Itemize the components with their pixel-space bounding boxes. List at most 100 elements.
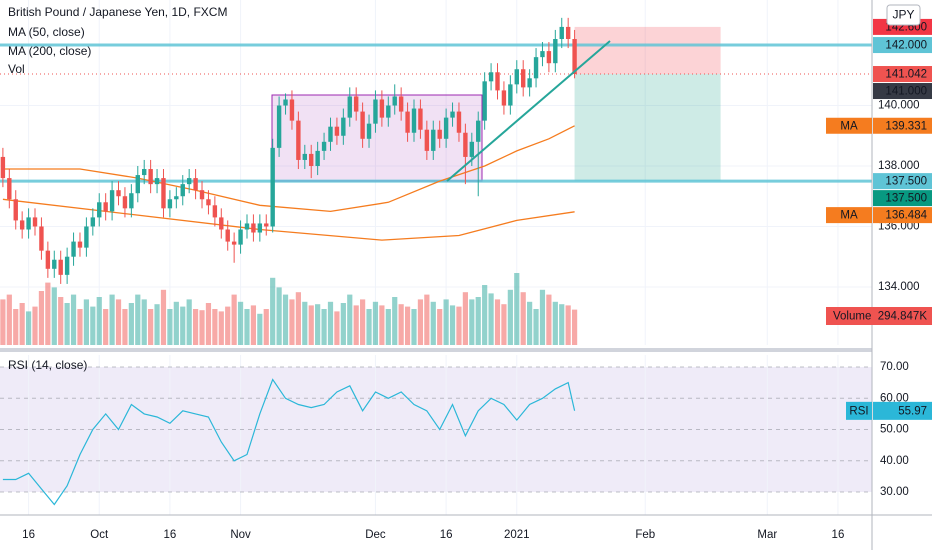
currency-button[interactable] [886,4,921,26]
candle-body [328,126,333,142]
candle-body [45,250,51,269]
target-zone [574,74,721,182]
candle-body [231,241,237,245]
candle-body [443,117,449,139]
volume-bar [571,309,578,345]
volume-bar [205,303,212,345]
candle-body [296,120,301,160]
legend-volume: Vol [8,62,25,76]
volume-bar [488,293,494,345]
volume-bar [250,305,257,345]
candle-body [219,217,224,230]
volume-bar [192,309,199,345]
volume-bar [315,304,321,345]
volume-bar [424,294,430,345]
label-prefix: MA [840,210,858,222]
price-label-box [873,117,932,134]
price-label: 139.331 [885,120,927,132]
volume-bar [482,285,488,345]
price-label-box [873,207,932,224]
rsi-line [2,378,576,506]
volume-bar [115,299,122,345]
volume-bar [128,303,134,345]
price-label: 137.500 [885,176,927,188]
candle-body [193,178,198,191]
volume-bar [443,299,449,345]
volume-bar [334,311,340,345]
price-label: 142.000 [885,40,927,52]
candle-body [424,129,430,151]
candle-body [238,229,243,245]
volume-bar [109,294,115,345]
y-tick-label: 136.000 [878,221,920,233]
candle-body [341,117,346,136]
candle-body [270,147,275,227]
price-label-box [873,66,932,83]
rsi-label-value: 55.97 [898,405,927,417]
candle-body [225,229,230,242]
x-tick-label: 2021 [504,529,530,541]
candle-body [398,96,404,112]
candle-body [19,220,25,230]
candles-layer [0,17,577,284]
volume-bar [456,306,462,345]
rsi-label-prefix-box [846,401,872,420]
volume-label-name: Volume [833,311,871,323]
rsi-tick-label: 30.00 [880,486,909,498]
x-tick-label: 16 [832,529,845,541]
volume-bar [398,304,404,345]
volume-bar [289,299,295,345]
candle-body [39,226,44,251]
volume-bar [237,301,244,345]
volume-bar [0,299,6,345]
price-label-box [873,37,932,54]
candle-body [77,241,83,248]
volume-bar [135,294,141,345]
volume-bar [379,305,385,345]
candle-body [186,178,192,185]
candle-body [386,105,391,118]
volume-bar [559,304,565,345]
volume-bar [552,301,558,345]
candle-body [13,199,18,221]
volume-bar [404,306,411,345]
volume-bar [212,309,218,345]
legend-ma200: MA (200, close) [8,44,91,58]
candle-body [533,57,539,79]
candle-body [431,129,436,151]
volume-bar [38,291,45,345]
volume-label-value: 294.847K [878,311,928,323]
x-tick-label: Mar [757,529,777,541]
label-prefix: MA [840,120,858,132]
volume-bar [64,303,70,345]
candle-body [463,132,468,157]
candle-body [514,69,519,85]
rsi-label-box [873,401,932,420]
candle-body [264,223,269,227]
currency-label[interactable]: JPY [892,8,914,22]
trendline [446,40,611,182]
x-tick-label: 16 [440,529,453,541]
candle-body [546,51,552,64]
volume-bar [58,297,64,345]
volume-bar [103,309,109,345]
candle-body [7,178,12,200]
overlay [446,40,611,182]
candle-body [289,99,295,121]
volume-bar [565,305,571,345]
x-tick-label: Oct [90,529,109,541]
volume-bar [263,309,269,345]
candle-body [32,217,38,227]
volume-bar [244,309,250,345]
candle-body [476,120,481,142]
candle-body [206,199,211,206]
volume-bar [392,297,398,345]
candle-body [411,108,417,133]
volume-bar [13,309,19,345]
candle-body [379,99,385,118]
price-label-box [873,173,932,190]
y-tick-label: 134.000 [878,281,920,293]
legend-ma50: MA (50, close) [8,25,85,39]
x-tick-label: Nov [230,529,251,541]
